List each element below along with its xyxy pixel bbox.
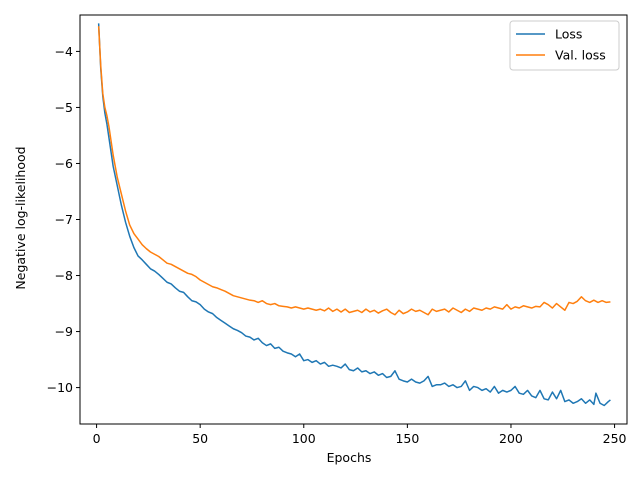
legend-label: Loss — [555, 27, 582, 42]
y-tick-label: −7 — [55, 212, 73, 227]
series-line-loss — [97, 23, 611, 407]
plot-area — [79, 14, 628, 425]
legend-items: Loss Val. loss — [516, 27, 606, 63]
series-line-val-loss — [97, 26, 611, 316]
y-tick-label: −6 — [55, 156, 73, 171]
y-tick-label: −9 — [55, 324, 73, 339]
x-tick-label: 150 — [395, 431, 419, 446]
x-axis-ticks: 0 50 100 150 200 250 — [93, 424, 627, 446]
axes-frame — [79, 14, 628, 425]
x-tick-label: 200 — [499, 431, 523, 446]
y-tick-label: −8 — [55, 268, 73, 283]
x-tick-label: 250 — [603, 431, 627, 446]
y-tick-label: −5 — [55, 100, 73, 115]
y-axis-title: Negative log-likelihood — [13, 146, 28, 289]
y-tick-label: −10 — [47, 380, 73, 395]
legend: Loss Val. loss — [509, 20, 620, 71]
x-tick-label: 100 — [292, 431, 316, 446]
y-tick-label: −4 — [55, 44, 73, 59]
x-tick-label: 0 — [93, 431, 101, 446]
x-axis-title: Epochs — [327, 450, 372, 465]
x-tick-label: 50 — [192, 431, 208, 446]
series-layer — [97, 23, 611, 407]
legend-label: Val. loss — [555, 48, 606, 63]
y-axis-ticks: −4 −5 −6 −7 −8 −9 −10 — [47, 44, 80, 395]
